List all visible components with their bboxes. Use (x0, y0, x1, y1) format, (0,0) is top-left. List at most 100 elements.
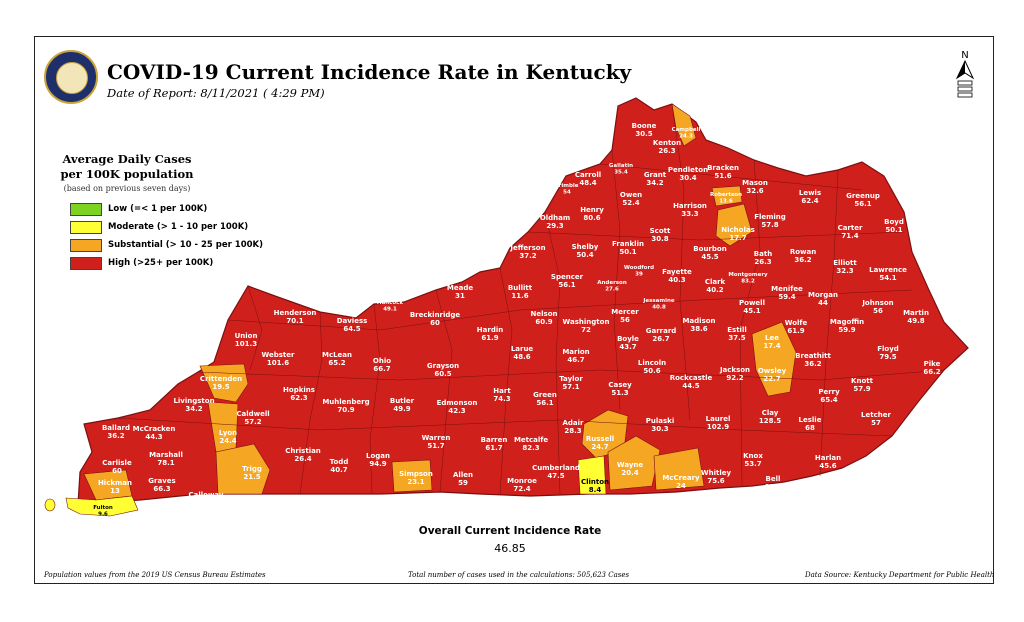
county-value-carlisle: 60 (112, 467, 122, 475)
county-value-laurel: 102.9 (707, 423, 729, 431)
county-value-hardin: 61.9 (481, 334, 498, 342)
legend-swatch (70, 220, 102, 234)
county-label-rockcastle: Rockcastle (670, 374, 713, 382)
county-label-jessamine: Jessamine (642, 298, 675, 304)
county-value-estill: 37.5 (728, 334, 745, 342)
county-label-cumberland: Cumberland (532, 464, 580, 472)
county-label-martin: Martin (903, 309, 929, 317)
county-trigg-region (215, 443, 271, 495)
county-value-johnson: 56 (873, 307, 883, 315)
county-label-menifee: Menifee (771, 285, 803, 293)
overall-rate-label: Overall Current Incidence Rate (418, 525, 602, 537)
county-value-allen: 59 (458, 479, 468, 487)
county-label-washington: Washington (563, 318, 610, 326)
county-value-menifee: 59.4 (778, 293, 795, 301)
county-value-russell: 24.7 (591, 443, 608, 451)
county-label-fayette: Fayette (662, 268, 692, 276)
county-label-perry: Perry (818, 388, 840, 396)
county-label-whitley: Whitley (701, 469, 732, 477)
county-value-washington: 72 (581, 326, 591, 334)
county-value-elliott: 32.3 (836, 267, 853, 275)
county-label-warren: Warren (422, 434, 451, 442)
county-value-boyd: 50.1 (885, 226, 902, 234)
county-value-muhlenberg: 70.9 (337, 406, 354, 414)
county-value-henderson: 70.1 (286, 317, 303, 325)
county-label-kenton: Kenton (653, 139, 681, 147)
county-label-boone: Boone (632, 122, 657, 130)
county-value-anderson: 27.6 (605, 287, 619, 293)
county-value-casey: 51.3 (611, 389, 628, 397)
county-value-bullitt: 11.6 (511, 292, 528, 300)
county-label-spencer: Spencer (551, 273, 584, 281)
county-clinton-region (577, 455, 607, 495)
county-value-grayson: 60.5 (434, 370, 451, 378)
county-value-carter: 71.4 (841, 232, 858, 240)
county-value-bell: 62.6 (764, 483, 781, 491)
county-label-calloway: Calloway (188, 491, 223, 499)
county-value-hickman: 13 (110, 487, 120, 495)
county-label-ohio: Ohio (373, 357, 391, 365)
county-value-crittenden: 19.5 (212, 383, 229, 391)
county-value-warren: 51.7 (427, 442, 444, 450)
county-value-larue: 48.6 (513, 353, 530, 361)
county-value-lyon: 24.4 (219, 437, 236, 445)
county-label-carroll: Carroll (575, 171, 601, 179)
county-label-lewis: Lewis (799, 189, 821, 197)
county-label-morgan: Morgan (808, 291, 838, 299)
county-value-woodford: 39 (635, 272, 643, 278)
county-label-laurel: Laurel (706, 415, 731, 423)
county-value-mason: 32.6 (746, 187, 763, 195)
county-label-greenup: Greenup (846, 192, 880, 200)
county-label-bourbon: Bourbon (693, 245, 726, 253)
county-label-mercer: Mercer (611, 308, 639, 316)
county-value-hart: 74.3 (493, 395, 510, 403)
county-label-lawrence: Lawrence (869, 266, 907, 274)
county-value-daviess: 64.5 (343, 325, 360, 333)
county-label-gallatin: Gallatin (609, 163, 633, 169)
county-label-carter: Carter (838, 224, 863, 232)
legend-note: (based on previous seven days) (63, 184, 191, 193)
county-label-bell: Bell (766, 475, 781, 483)
county-value-clinton: 8.4 (589, 486, 602, 494)
county-value-letcher: 57 (871, 419, 881, 427)
county-label-woodford: Woodford (624, 265, 654, 271)
county-value-bath: 26.3 (754, 258, 771, 266)
county-robertson-region (711, 185, 743, 207)
county-value-knox: 53.7 (744, 460, 761, 468)
county-value-metcalfe: 82.3 (522, 444, 539, 452)
county-label-mclean: McLean (322, 351, 352, 359)
county-label-scott: Scott (650, 227, 671, 235)
county-value-webster: 101.6 (267, 359, 289, 367)
county-label-christian: Christian (285, 447, 321, 455)
county-value-gallatin: 35.4 (614, 170, 628, 176)
county-value-meade: 31 (455, 292, 465, 300)
county-label-daviess: Daviess (337, 317, 368, 325)
county-label-simpson: Simpson (399, 470, 433, 478)
county-label-lee: Lee (765, 334, 779, 342)
county-label-nelson: Nelson (531, 310, 558, 318)
county-value-lincoln: 50.6 (643, 367, 660, 375)
county-label-marion: Marion (562, 348, 589, 356)
county-value-powell: 45.1 (743, 307, 760, 315)
county-label-breathitt: Breathitt (795, 352, 831, 360)
county-value-martin: 49.8 (907, 317, 924, 325)
county-label-trimble: Trimble (555, 183, 578, 189)
county-value-trimble: 54 (563, 190, 571, 196)
county-label-lincoln: Lincoln (638, 359, 666, 367)
county-label-harlan: Harlan (815, 454, 841, 462)
county-value-fulton: 9.6 (98, 512, 108, 518)
county-label-trigg: Trigg (242, 465, 262, 473)
county-label-union: Union (235, 332, 258, 340)
county-label-jefferson: Jefferson (509, 244, 545, 252)
map-frame (34, 36, 994, 584)
county-label-pulaski: Pulaski (646, 417, 674, 425)
county-value-shelby: 50.4 (576, 251, 593, 259)
county-nicholas-region (715, 203, 753, 247)
county-value-jackson: 92.2 (726, 374, 743, 382)
county-label-muhlenberg: Muhlenberg (322, 398, 369, 406)
county-label-letcher: Letcher (861, 411, 891, 419)
county-value-jessamine: 40.8 (652, 305, 666, 311)
county-value-montgomery: 83.2 (741, 279, 755, 285)
county-label-hickman: Hickman (98, 479, 132, 487)
county-value-pike: 66.2 (923, 368, 940, 376)
